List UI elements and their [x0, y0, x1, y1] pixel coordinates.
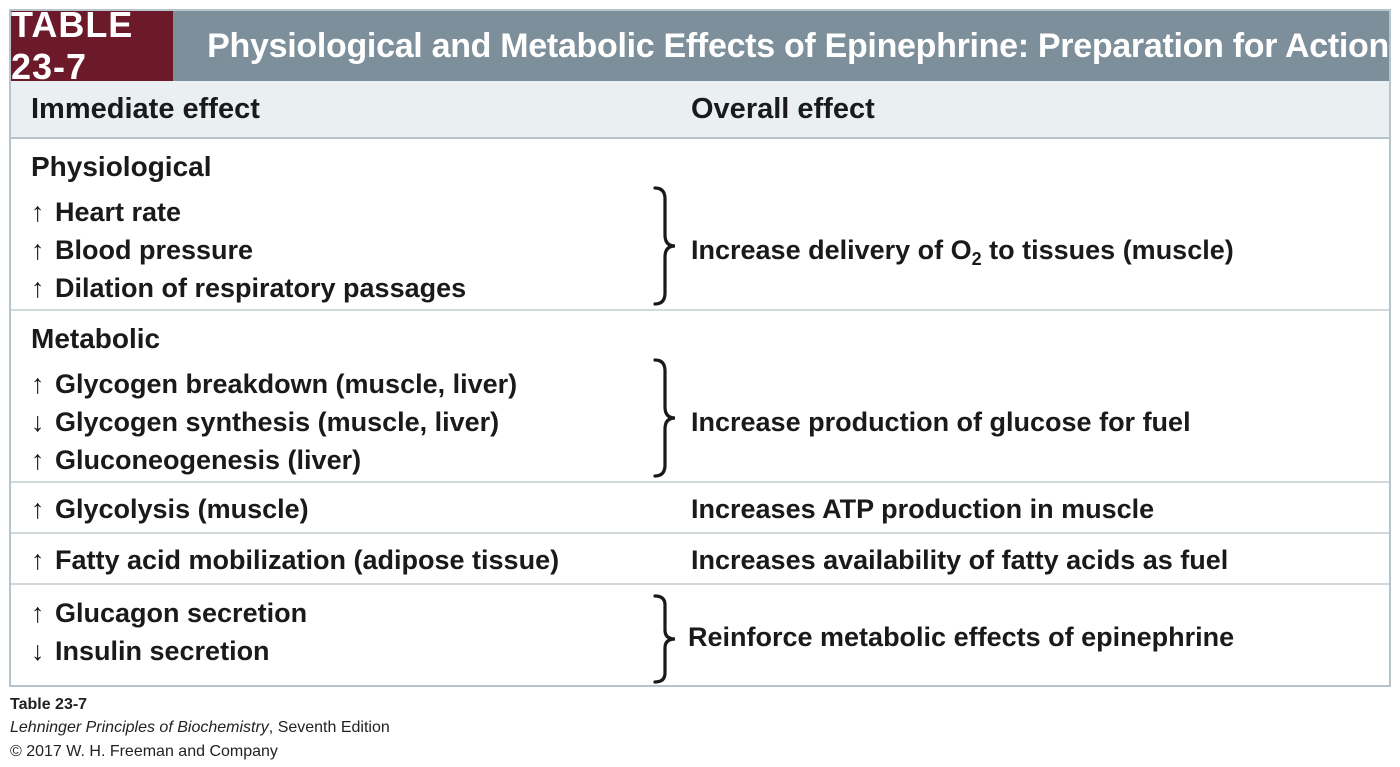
epinephrine-effects-table: TABLE 23-7 Physiological and Metabolic E… [9, 4, 1391, 687]
table-row: ↓ Insulin secretion [31, 635, 270, 667]
column-header-row: Immediate effect Overall effect [11, 81, 1389, 139]
overall-effect-header: Overall effect [691, 92, 875, 125]
up-arrow-icon: ↑ [31, 273, 45, 303]
table-title: Physiological and Metabolic Effects of E… [207, 26, 1389, 65]
metabolic-overall-effect: Increase production of glucose for fuel [691, 407, 1191, 437]
table-title-bar: TABLE 23-7 Physiological and Metabolic E… [11, 4, 1389, 87]
curly-brace-icon [653, 594, 676, 684]
caption-label: Table 23-7 [10, 696, 88, 713]
glycolysis-overall-effect: Increases ATP production in muscle [691, 494, 1155, 524]
fatty-acid-overall-effect: Increases availability of fatty acids as… [691, 545, 1229, 575]
effect-text: Heart rate [55, 197, 182, 227]
effect-text: Gluconeogenesis (liver) [55, 445, 362, 475]
book-edition: , Seventh Edition [268, 719, 390, 736]
caption-source: Lehninger Principles of Biochemistry, Se… [10, 719, 390, 737]
curly-brace-icon [653, 358, 676, 478]
book-title: Lehninger Principles of Biochemistry [10, 719, 269, 736]
metabolic-heading: Metabolic [31, 323, 161, 354]
metabolic-section: Metabolic ↑ Glycogen breakdown (muscle, l… [11, 311, 1389, 483]
physiological-section: Physiological ↑ Heart rate ↑ Blood pressur… [11, 139, 1389, 311]
table-row: ↓ Glycogen synthesis (muscle, liver) [31, 406, 499, 438]
effect-text: Glucagon secretion [55, 598, 308, 628]
o2-subscript: 2 [971, 249, 982, 269]
table-row: ↑ Dilation of respiratory passages [31, 272, 466, 304]
overall-text-start: Increase delivery of O [691, 235, 972, 265]
effect-text: Fatty acid mobilization (adipose tissue) [55, 545, 560, 575]
table-row: ↑ Glycogen breakdown (muscle, liver) [31, 368, 517, 400]
overall-text-end: to tissues (muscle) [981, 235, 1234, 265]
down-arrow-icon: ↓ [31, 636, 45, 666]
effect-text: Glycogen synthesis (muscle, liver) [55, 407, 500, 437]
up-arrow-icon: ↑ [31, 369, 45, 399]
table-number: TABLE 23-7 [11, 4, 174, 87]
table-row: ↑ Glucagon secretion [31, 597, 307, 629]
table-row: ↑ Glycolysis (muscle) [31, 493, 309, 525]
up-arrow-icon: ↑ [31, 445, 45, 475]
curly-brace-icon [653, 186, 676, 306]
caption-copyright: © 2017 W. H. Freeman and Company [10, 743, 278, 760]
table-row: ↑ Blood pressure [31, 234, 253, 266]
table-row: ↑ Heart rate [31, 196, 181, 228]
effect-text: Dilation of respiratory passages [55, 273, 467, 303]
fatty-acid-section: ↑ Fatty acid mobilization (adipose tissue… [11, 534, 1389, 585]
immediate-effect-header: Immediate effect [31, 92, 260, 125]
effect-text: Glycogen breakdown (muscle, liver) [55, 369, 518, 399]
up-arrow-icon: ↑ [31, 494, 45, 524]
hormone-overall-effect: Reinforce metabolic effects of epinephri… [688, 622, 1235, 652]
up-arrow-icon: ↑ [31, 545, 45, 575]
effect-text: Glycolysis (muscle) [55, 494, 309, 524]
effect-text: Insulin secretion [55, 636, 270, 666]
up-arrow-icon: ↑ [31, 197, 45, 227]
up-arrow-icon: ↑ [31, 598, 45, 628]
table-row: ↑ Fatty acid mobilization (adipose tissue… [31, 544, 559, 576]
effect-text: Blood pressure [55, 235, 254, 265]
down-arrow-icon: ↓ [31, 407, 45, 437]
physiological-heading: Physiological [31, 151, 212, 182]
hormone-section: ↑ Glucagon secretion ↓ Insulin secretion R… [11, 585, 1389, 685]
physiological-overall-effect: Increase delivery of O2 to tissues (musc… [691, 234, 1234, 269]
up-arrow-icon: ↑ [31, 235, 45, 265]
table-row: ↑ Gluconeogenesis (liver) [31, 444, 361, 476]
glycolysis-section: ↑ Glycolysis (muscle) Increases ATP produ… [11, 483, 1389, 534]
